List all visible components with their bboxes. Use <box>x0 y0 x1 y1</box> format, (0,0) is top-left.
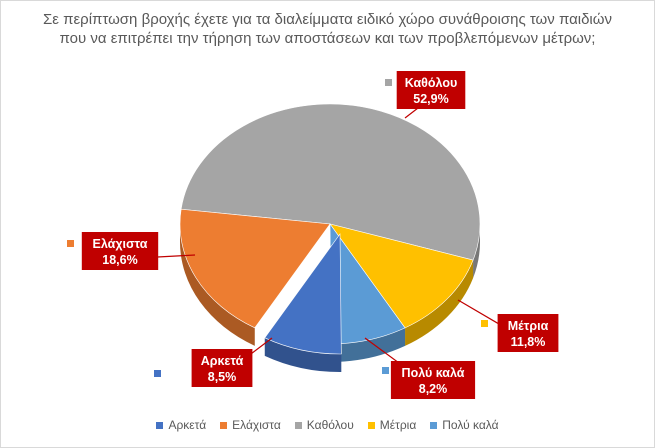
pie-slice-ελάχιστα <box>179 208 331 329</box>
legend-swatch <box>367 421 375 429</box>
data-label-marker <box>481 320 488 327</box>
legend-item-πολύ καλά: Πολύ καλά <box>430 418 499 432</box>
pie-slice-side-ελάχιστα <box>180 224 255 346</box>
legend-swatch <box>156 421 164 429</box>
legend-label: Μέτρια <box>379 418 417 432</box>
data-label-καθόλου: Καθόλου 52,9% <box>385 71 466 119</box>
data-label-category: Αρκετά <box>201 354 244 368</box>
data-label-marker <box>385 79 392 86</box>
data-label-value: 8,5% <box>208 370 237 384</box>
legend-label: Ελάχιστα <box>232 418 281 432</box>
data-label-value: 52,9% <box>413 92 448 106</box>
chart-title: Σε περίπτωση βροχής έχετε για τα διαλείμ… <box>43 11 612 47</box>
pie-slice-side-αρκετά <box>264 337 342 372</box>
pie-slice-καθόλου <box>180 103 481 261</box>
data-label-category: Ελάχιστα <box>93 237 148 251</box>
legend-swatch <box>430 421 438 429</box>
data-label-category: Μέτρια <box>508 319 549 333</box>
pie-slice-αρκετά <box>264 233 342 355</box>
data-label-πολύ καλά: Πολύ καλά 8,2% <box>364 337 476 399</box>
legend-item-μέτρια: Μέτρια <box>367 418 417 432</box>
pie-slice-μέτρια <box>329 223 474 329</box>
legend-swatch <box>294 421 302 429</box>
data-label-marker <box>154 370 161 377</box>
data-label-ελάχιστα: Ελάχιστα 18,6% <box>67 232 196 270</box>
legend-swatch <box>220 421 228 429</box>
legend-item-ελάχιστα: Ελάχιστα <box>220 418 281 432</box>
data-label-value: 8,2% <box>419 382 448 396</box>
pie-slice-side-καθόλου <box>473 224 480 279</box>
data-label-category: Πολύ καλά <box>402 366 465 380</box>
pie-slice-side-μέτρια <box>405 260 474 346</box>
data-label-category: Καθόλου <box>405 76 458 90</box>
chart-legend: Αρκετά Ελάχιστα Καθόλου Μέτρια Πολύ καλά <box>0 418 655 432</box>
legend-label: Καθόλου <box>306 418 354 432</box>
data-label-μέτρια: Μέτρια 11,8% <box>457 299 559 352</box>
legend-item-καθόλου: Καθόλου <box>294 418 354 432</box>
data-label-marker <box>67 240 74 247</box>
pie-slice-side-πολύ καλά <box>331 327 406 362</box>
legend-item-αρκετά: Αρκετά <box>156 418 206 432</box>
data-label-value: 11,8% <box>511 335 546 349</box>
data-label-marker <box>382 367 389 374</box>
legend-label: Αρκετά <box>168 418 207 432</box>
data-label-value: 18,6% <box>102 253 137 267</box>
legend-label: Πολύ καλά <box>442 418 499 432</box>
data-label-αρκετά: Αρκετά 8,5% <box>154 337 273 387</box>
